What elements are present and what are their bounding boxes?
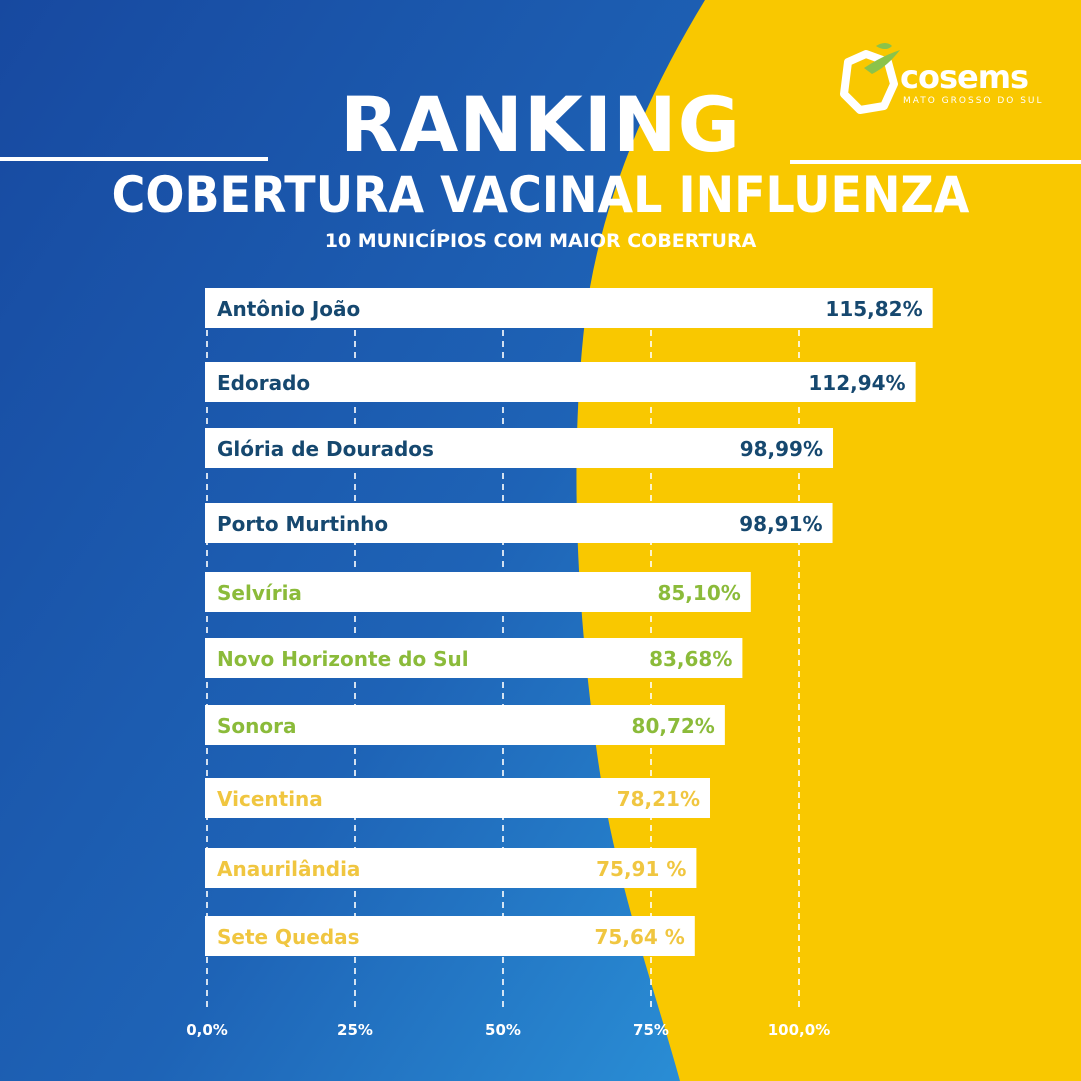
- bar-4: [205, 572, 751, 612]
- bar-value-label-2: 98,99%: [740, 437, 823, 461]
- x-tick-label-0: 0,0%: [186, 1021, 228, 1039]
- header-line-right: [790, 160, 1081, 164]
- logo-name: cosems: [900, 58, 1029, 96]
- bar-value-label-4: 85,10%: [657, 581, 740, 605]
- bar-category-label-0: Antônio João: [217, 297, 360, 321]
- bar-category-label-9: Sete Quedas: [217, 925, 360, 949]
- bar-category-label-5: Novo Horizonte do Sul: [217, 647, 469, 671]
- logo-region: MATO GROSSO DO SUL: [903, 96, 1044, 106]
- bar-value-label-8: 75,91 %: [596, 857, 686, 881]
- x-tick-label-2: 50%: [485, 1021, 521, 1039]
- bar-0: [205, 288, 933, 328]
- bar-6: [205, 705, 725, 745]
- bar-2: [205, 428, 834, 468]
- page-title: RANKING: [339, 80, 742, 169]
- cosems-logo: [840, 43, 900, 114]
- x-tick-label-1: 25%: [337, 1021, 373, 1039]
- bar-category-label-1: Edorado: [217, 371, 310, 395]
- bar-value-label-7: 78,21%: [617, 787, 700, 811]
- bar-value-label-6: 80,72%: [632, 714, 715, 738]
- bar-category-label-2: Glória de Dourados: [217, 437, 434, 461]
- bar-value-label-9: 75,64 %: [595, 925, 685, 949]
- bar-value-label-5: 83,68%: [649, 647, 732, 671]
- bar-3: [205, 503, 833, 543]
- x-tick-label-3: 75%: [633, 1021, 669, 1039]
- bird-map-icon: [840, 50, 898, 114]
- bar-category-label-6: Sonora: [217, 714, 296, 738]
- bar-value-label-3: 98,91%: [739, 512, 822, 536]
- bar-category-label-4: Selvíria: [217, 581, 302, 605]
- bar-1: [205, 362, 916, 402]
- bar-value-label-0: 115,82%: [825, 297, 922, 321]
- x-tick-label-4: 100,0%: [768, 1021, 830, 1039]
- bar-7: [205, 778, 711, 818]
- chart-caption: 10 MUNICÍPIOS COM MAIOR COBERTURA: [324, 230, 757, 252]
- bar-category-label-3: Porto Murtinho: [217, 512, 388, 536]
- bar-category-label-7: Vicentina: [217, 787, 323, 811]
- bar-8: [205, 848, 697, 888]
- header-line-left: [0, 157, 268, 161]
- page-subtitle: COBERTURA VACINAL INFLUENZA: [111, 166, 970, 224]
- bar-value-label-1: 112,94%: [808, 371, 905, 395]
- bar-5: [205, 638, 743, 678]
- bar-category-label-8: Anaurilândia: [217, 857, 360, 881]
- bar-9: [205, 916, 695, 956]
